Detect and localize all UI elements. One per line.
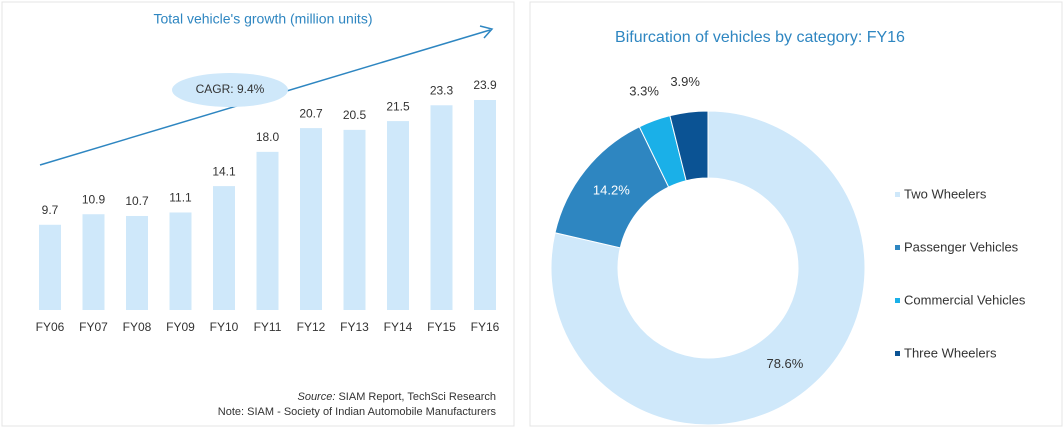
bar (430, 105, 453, 310)
left-panel (1, 1, 515, 427)
legend-label: Passenger Vehicles (904, 239, 1019, 254)
legend-label: Three Wheelers (904, 345, 997, 360)
x-tick-label: FY14 (384, 320, 413, 334)
value-label: 21.5 (386, 99, 410, 113)
legend-label: Two Wheelers (904, 186, 987, 201)
x-tick-label: FY11 (254, 320, 282, 334)
value-label: 23.3 (430, 83, 454, 97)
slice-label: 78.6% (766, 356, 803, 371)
x-tick-label: FY09 (166, 320, 195, 334)
arrow-head (479, 25, 494, 39)
bar-title: Total vehicle's growth (million units) (154, 11, 373, 27)
x-tick-label: FY16 (471, 320, 500, 334)
donut-slice (550, 110, 866, 426)
x-tick-label: FY08 (123, 320, 152, 334)
value-label: 9.7 (42, 203, 59, 217)
value-label: 20.7 (299, 106, 323, 120)
bar (39, 224, 61, 310)
value-label: 20.5 (343, 108, 367, 122)
slice-label: 14.2% (593, 183, 630, 198)
value-label: 10.9 (82, 192, 106, 206)
bar (126, 215, 148, 310)
cagr-bubble (172, 73, 288, 107)
value-label: 18.0 (256, 130, 280, 144)
value-label: 11.1 (169, 191, 192, 205)
bar (343, 129, 366, 310)
cagr-label: CAGR: 9.4% (196, 82, 265, 96)
legend-swatch (895, 192, 900, 197)
legend-label: Commercial Vehicles (904, 292, 1026, 307)
bar (256, 151, 279, 310)
donut-title: Bifurcation of vehicles by category: FY1… (615, 29, 905, 46)
donut-slice (669, 110, 709, 182)
x-tick-label: FY12 (297, 320, 326, 334)
legend-swatch (895, 351, 900, 356)
legend-swatch (895, 298, 900, 303)
right-panel (529, 1, 1063, 427)
source-label: Source: (297, 391, 335, 403)
bar (82, 214, 105, 310)
x-tick-label: FY06 (36, 320, 65, 334)
slice-label: 3.3% (629, 84, 659, 99)
legend-swatch (895, 245, 900, 250)
bar (387, 121, 409, 311)
bar (169, 212, 192, 310)
x-tick-label: FY10 (210, 320, 239, 334)
bar (474, 100, 496, 310)
bar (300, 128, 322, 310)
bar (213, 186, 235, 310)
x-tick-label: FY07 (79, 320, 108, 334)
value-label: 23.9 (473, 78, 497, 92)
x-tick-label: FY13 (340, 320, 369, 334)
slice-label: 3.9% (670, 74, 700, 89)
x-tick-label: FY15 (427, 320, 456, 334)
note: Note: SIAM - Society of Indian Automobil… (218, 406, 497, 418)
source: Source: SIAM Report, TechSci Research (297, 391, 496, 403)
value-label: 10.7 (125, 194, 149, 208)
source-text: SIAM Report, TechSci Research (338, 391, 496, 403)
value-label: 14.1 (212, 164, 236, 178)
